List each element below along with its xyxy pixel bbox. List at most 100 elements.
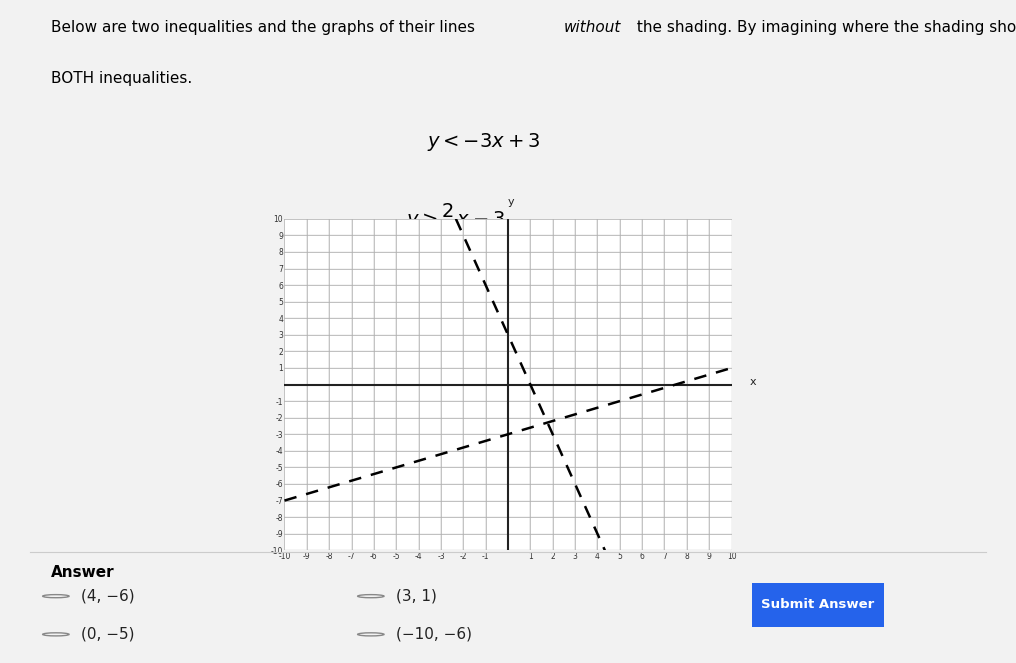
Bar [307,368,329,385]
Bar [284,385,307,401]
Bar [530,235,553,252]
Bar [508,302,530,318]
Bar [709,467,732,484]
Bar [620,385,642,401]
Bar [620,252,642,269]
Bar [441,318,463,335]
Bar [463,451,486,467]
Bar [463,252,486,269]
Bar [307,318,329,335]
Bar [441,385,463,401]
Bar [486,401,508,418]
Bar [307,501,329,517]
Bar [664,467,687,484]
Bar [441,219,463,235]
Bar [553,252,575,269]
Bar [352,318,374,335]
Bar [597,318,620,335]
Bar [687,517,709,534]
Bar [530,252,553,269]
Bar [597,451,620,467]
Bar [508,219,530,235]
Bar [374,385,396,401]
Bar [664,368,687,385]
Bar [284,501,307,517]
Bar [374,484,396,501]
Bar [374,418,396,434]
Bar [575,484,597,501]
Text: y: y [508,197,515,207]
Bar [664,517,687,534]
Bar [553,235,575,252]
Bar [352,484,374,501]
Bar [709,434,732,451]
Bar [664,235,687,252]
Bar [597,501,620,517]
Bar [419,517,441,534]
Bar [620,467,642,484]
Bar [374,467,396,484]
Bar [597,269,620,285]
Bar [374,235,396,252]
Bar [307,467,329,484]
Bar [396,401,419,418]
Bar [642,252,664,269]
Bar [352,451,374,467]
Bar [575,235,597,252]
Bar [530,451,553,467]
Bar [329,484,352,501]
Bar [687,385,709,401]
Bar [374,219,396,235]
Bar [463,501,486,517]
Bar [463,335,486,351]
Text: BOTH inequalities.: BOTH inequalities. [51,70,192,86]
Bar [284,517,307,534]
Bar [486,434,508,451]
Bar [374,451,396,467]
Bar [553,534,575,550]
Bar [486,467,508,484]
Bar [329,285,352,302]
Bar [329,235,352,252]
Bar [620,335,642,351]
Bar [553,451,575,467]
Bar [284,285,307,302]
Bar [687,368,709,385]
Bar [441,235,463,252]
Bar [709,418,732,434]
Bar [307,418,329,434]
Bar [441,501,463,517]
Bar [352,385,374,401]
Bar [284,269,307,285]
Bar [419,484,441,501]
Bar [508,318,530,335]
Bar [664,318,687,335]
Bar [396,517,419,534]
Bar [642,517,664,534]
Bar [396,418,419,434]
Bar [709,285,732,302]
Bar [396,351,419,368]
Bar [352,252,374,269]
Bar [508,534,530,550]
Bar [664,285,687,302]
Bar [597,351,620,368]
Bar [307,235,329,252]
Bar [664,534,687,550]
Bar [307,219,329,235]
Bar [374,534,396,550]
Bar [597,302,620,318]
Bar [709,484,732,501]
Bar [284,484,307,501]
Text: x: x [750,377,756,387]
Bar [486,335,508,351]
Bar [396,534,419,550]
Bar [486,385,508,401]
Bar [553,501,575,517]
Bar [284,235,307,252]
Bar [709,335,732,351]
Bar [687,534,709,550]
Bar [508,285,530,302]
Bar [329,302,352,318]
Bar [553,418,575,434]
